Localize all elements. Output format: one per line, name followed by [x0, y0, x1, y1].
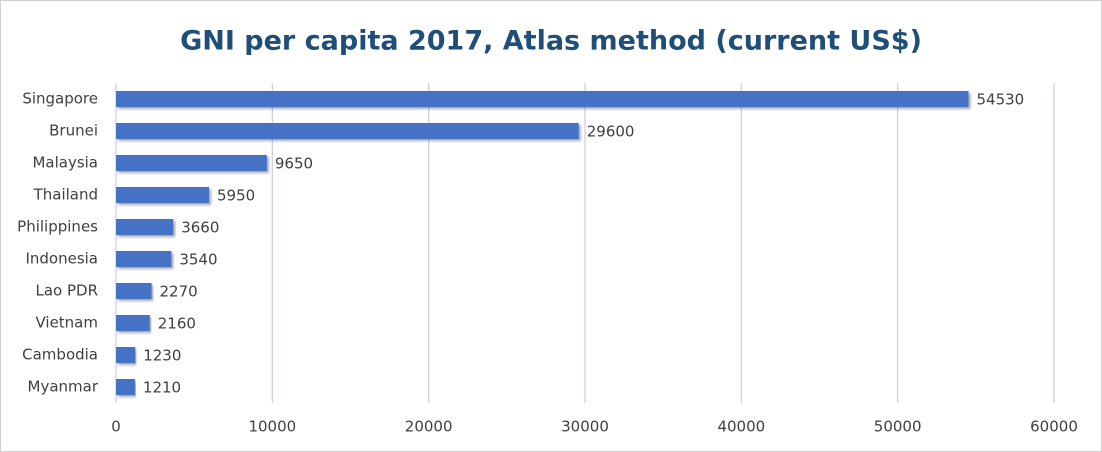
x-tick-label: 60000 [1030, 418, 1078, 436]
x-tick-label: 40000 [717, 418, 765, 436]
bar [116, 91, 969, 107]
y-tick-label: Philippines [17, 218, 98, 236]
chart-title: GNI per capita 2017, Atlas method (curre… [180, 26, 922, 57]
y-tick-label: Lao PDR [35, 282, 98, 300]
y-tick-label: Malaysia [32, 154, 98, 172]
bar [116, 379, 135, 395]
bar [116, 123, 579, 139]
data-label: 3540 [179, 251, 217, 269]
bar [116, 187, 210, 203]
y-tick-label: Vietnam [35, 314, 98, 332]
bar [116, 251, 172, 267]
data-label: 5950 [217, 187, 255, 205]
x-tick-label: 30000 [561, 418, 609, 436]
data-label: 3660 [181, 219, 219, 237]
x-tick-label: 0 [111, 418, 121, 436]
data-label: 1210 [143, 379, 181, 397]
y-tick-label: Cambodia [22, 346, 98, 364]
bar [116, 283, 152, 299]
data-label: 9650 [275, 155, 313, 173]
data-label: 1230 [143, 347, 181, 365]
x-tick-label: 20000 [405, 418, 453, 436]
data-label: 2160 [158, 315, 196, 333]
bar [116, 315, 150, 331]
y-tick-label: Brunei [49, 122, 98, 140]
bar [116, 219, 174, 235]
x-tick-label: 10000 [248, 418, 296, 436]
data-label: 29600 [587, 123, 635, 141]
y-tick-label: Indonesia [25, 250, 98, 268]
x-tick-label: 50000 [874, 418, 922, 436]
plot-area [116, 91, 969, 395]
data-label: 2270 [159, 283, 197, 301]
y-tick-label: Myanmar [28, 378, 99, 396]
data-label: 54530 [976, 91, 1024, 109]
y-tick-label: Thailand [33, 186, 98, 204]
bar [116, 347, 136, 363]
y-tick-label: Singapore [22, 90, 98, 108]
bar [116, 155, 267, 171]
